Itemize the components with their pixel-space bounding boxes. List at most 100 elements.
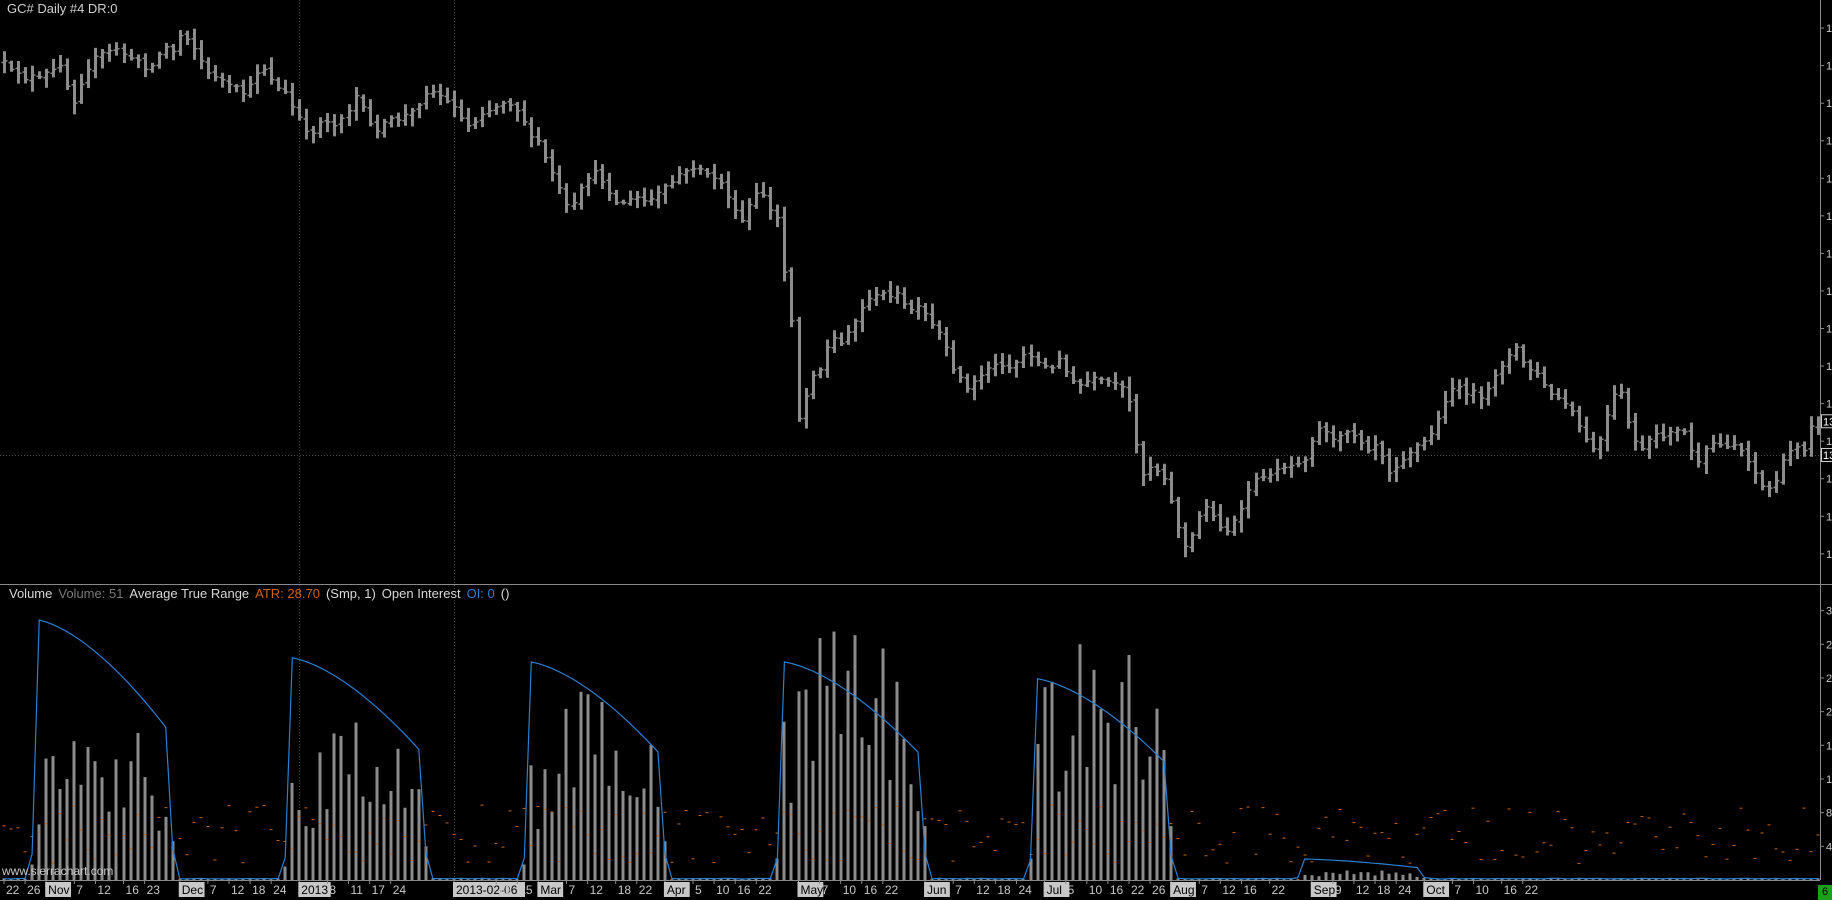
atr-dot [1443, 810, 1447, 812]
atr-dot [1781, 851, 1785, 853]
time-axis-day-label: 25 [519, 883, 533, 897]
volume-bar [811, 760, 815, 880]
price-bar [1140, 441, 1147, 487]
atr-dot [811, 858, 815, 860]
volume-bar [361, 796, 365, 880]
atr-dot [635, 853, 639, 855]
volume-bar [1057, 791, 1061, 880]
volume-bar [143, 777, 147, 880]
time-axis-day-label: 16 [126, 883, 140, 897]
atr-dot [262, 805, 266, 807]
price-bar [1752, 452, 1759, 484]
atr-dot [1760, 832, 1764, 834]
time-axis-day-label: 24 [273, 883, 287, 897]
atr-dot [818, 830, 822, 832]
volume-bar [684, 878, 688, 880]
atr-dot [1753, 857, 1757, 859]
atr-dot [1640, 816, 1644, 818]
volume-bar [621, 790, 625, 880]
price-bar [1175, 496, 1182, 539]
atr-dot [65, 839, 69, 841]
atr-dot [958, 810, 962, 812]
atr-dot [1682, 813, 1686, 815]
volume-bar [1275, 878, 1279, 880]
price-bar [1400, 451, 1407, 470]
volume-bar [1549, 878, 1553, 880]
price-bar [1534, 361, 1541, 378]
volume-bar [1450, 878, 1454, 880]
price-bar [1013, 359, 1020, 378]
atr-dot [1486, 820, 1490, 822]
atr-dot [1626, 821, 1630, 823]
price-bar [177, 29, 184, 56]
price-bar [367, 99, 374, 127]
volume-bar [389, 790, 393, 880]
atr-dot [1457, 830, 1461, 832]
price-bar [725, 171, 732, 209]
price-axis-tick-label: 1320.0 [1826, 436, 1832, 448]
volume-bar [874, 698, 878, 880]
atr-dot [1366, 855, 1370, 857]
atr-dot [621, 856, 625, 858]
price-bar [205, 57, 212, 80]
volume-bar [951, 878, 955, 880]
time-axis-day-label: 10 [1475, 883, 1489, 897]
atr-dot [2, 825, 6, 827]
price-bar [198, 40, 205, 70]
price-bar [669, 175, 676, 189]
time-axis-day-label: 26 [27, 883, 41, 897]
price-bar [556, 165, 563, 194]
volume-bar [628, 795, 632, 880]
price-bar [317, 117, 324, 138]
volume-bar [557, 773, 561, 880]
volume-bar [1556, 879, 1560, 880]
atr-dot [241, 862, 245, 864]
price-bar [1646, 435, 1653, 459]
atr-dot [58, 813, 62, 815]
price-bar [1119, 380, 1126, 398]
time-axis-day-label: 24 [1018, 883, 1032, 897]
time-axis-day-label: 18 [618, 883, 632, 897]
price-bar [1203, 499, 1210, 522]
price-axis-tick-label: 1280.0 [1826, 474, 1832, 486]
volume-bar [909, 784, 913, 880]
time-axis-month-box [298, 882, 331, 897]
atr-dot [122, 835, 126, 837]
price-bar [254, 64, 261, 94]
price-bar [831, 330, 838, 354]
atr-dot [403, 835, 407, 837]
price-bar [303, 108, 310, 140]
price-bar [1091, 371, 1098, 391]
price-bar [683, 168, 690, 184]
price-bar [859, 299, 866, 333]
atr-dot [1394, 822, 1398, 824]
price-bar [732, 190, 739, 219]
volume-bar [332, 733, 336, 880]
time-axis-month-box [178, 882, 205, 897]
time-axis-month-box [924, 882, 950, 897]
price-bar [465, 107, 472, 133]
volume-bar [550, 812, 554, 880]
atr-readout: ATR: 28.70 [255, 586, 320, 601]
atr-dot [1155, 823, 1159, 825]
atr-dot [417, 840, 421, 842]
atr-dot [564, 806, 568, 808]
time-axis-month-box [452, 882, 525, 897]
atr-dot [178, 838, 182, 840]
last-price-label-frame [1821, 414, 1832, 429]
atr-dot [1528, 811, 1532, 813]
atr-dot [431, 811, 435, 813]
atr-dot [318, 822, 322, 824]
atr-dot [895, 805, 899, 807]
price-bar [1295, 456, 1302, 468]
price-bar [1724, 434, 1731, 450]
atr-dot [354, 851, 358, 853]
volume-axis-tick-label: 280000 [1826, 639, 1832, 651]
price-bar [444, 87, 451, 104]
price-bar [1470, 383, 1477, 404]
volume-bar [649, 744, 653, 880]
atr-dot [1113, 861, 1117, 863]
atr-dot [1507, 808, 1511, 810]
price-bar [1161, 463, 1168, 486]
volume-bar [1289, 878, 1293, 880]
